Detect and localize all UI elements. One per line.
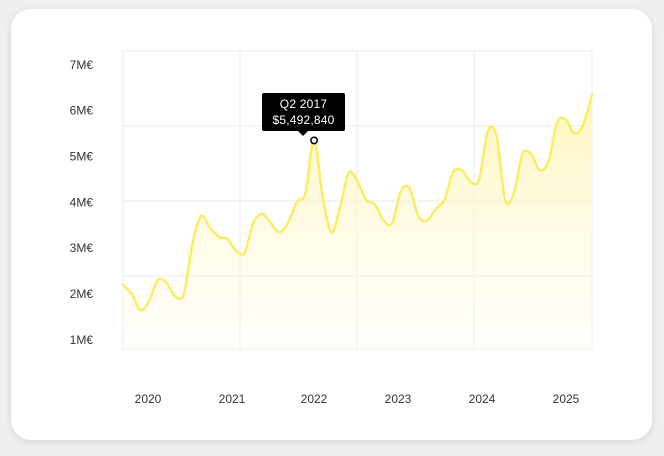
tooltip-value: $5,492,840 xyxy=(272,113,335,127)
tooltip-arrow xyxy=(298,131,308,136)
y-tick-label: 4M€ xyxy=(70,195,94,209)
tooltip-label: Q2 2017 xyxy=(279,97,328,111)
hover-point[interactable] xyxy=(310,136,319,145)
series-line xyxy=(121,93,594,312)
series-area xyxy=(123,94,592,349)
y-tick-label: 5M€ xyxy=(70,149,94,163)
y-tick-label: 7M€ xyxy=(70,58,94,72)
x-tick-label: 2021 xyxy=(219,392,246,406)
y-tick-label: 2M€ xyxy=(70,287,94,301)
x-tick-label: 2025 xyxy=(553,392,580,406)
line-layer xyxy=(121,93,594,312)
chart-tooltip: Q2 2017 $5,492,840 xyxy=(262,93,345,136)
y-tick-label: 3M€ xyxy=(70,241,94,255)
x-tick-label: 2022 xyxy=(301,392,328,406)
marker-layer xyxy=(310,136,319,145)
y-axis: 7M€ 6M€ 5M€ 4M€ 3M€ 2M€ 1M€ xyxy=(70,58,94,347)
x-tick-label: 2023 xyxy=(385,392,412,406)
x-tick-label: 2020 xyxy=(135,392,162,406)
y-tick-label: 1M€ xyxy=(70,333,94,347)
x-tick-label: 2024 xyxy=(469,392,496,406)
x-axis: 2020 2021 2022 2023 2024 2025 xyxy=(135,392,580,406)
area-layer xyxy=(123,94,592,349)
y-tick-label: 6M€ xyxy=(70,104,94,118)
